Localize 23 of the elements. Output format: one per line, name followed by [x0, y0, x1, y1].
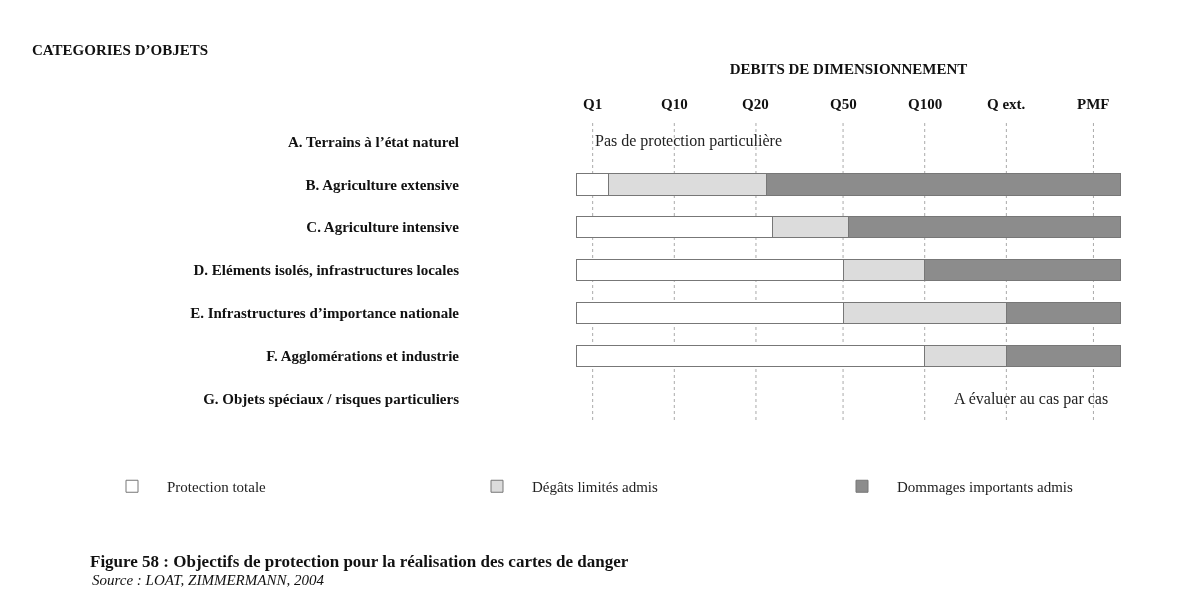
- legend-label: Dégâts limités admis: [532, 479, 658, 496]
- ref-line-label: Q50: [830, 96, 857, 112]
- y-axis-title: CATEGORIES D’OBJETS: [32, 42, 209, 58]
- ref-line-label: Q20: [742, 96, 769, 112]
- legend-label: Dommages importants admis: [897, 479, 1073, 496]
- annotation: A évaluer au cas par cas: [954, 390, 1109, 408]
- y-tick-label: A. Terrains à l’état naturel: [288, 133, 459, 150]
- ref-line-label: Q ext.: [987, 96, 1026, 112]
- y-tick-label: E. Infrastructures d’importance nationale: [190, 305, 460, 322]
- ref-line-label: Q10: [661, 96, 688, 112]
- source-note: Source : LOAT, ZIMMERMANN, 2004: [92, 572, 325, 588]
- y-tick-label: C. Agriculture intensive: [306, 219, 460, 236]
- ref-line-label: Q1: [583, 96, 603, 112]
- y-tick-label: F. Agglomérations et industrie: [266, 347, 460, 364]
- y-tick-label: D. Eléments isolés, infrastructures locales: [193, 262, 460, 279]
- x-axis-title: DEBITS DE DIMENSIONNEMENT: [729, 61, 968, 78]
- ref-line-label: Q100: [908, 96, 943, 112]
- y-tick-label: B. Agriculture extensive: [305, 176, 460, 193]
- ref-line-label: PMF: [1077, 96, 1110, 112]
- y-tick-label: G. Objets spéciaux / risques particuliers: [203, 390, 460, 407]
- text: Figure 58 : Objectifs de protection pour la réalisation des cartes de danger: [90, 552, 629, 571]
- legend-label: Protection totale: [167, 479, 267, 496]
- annotation: Pas de protection particulière: [595, 132, 783, 150]
